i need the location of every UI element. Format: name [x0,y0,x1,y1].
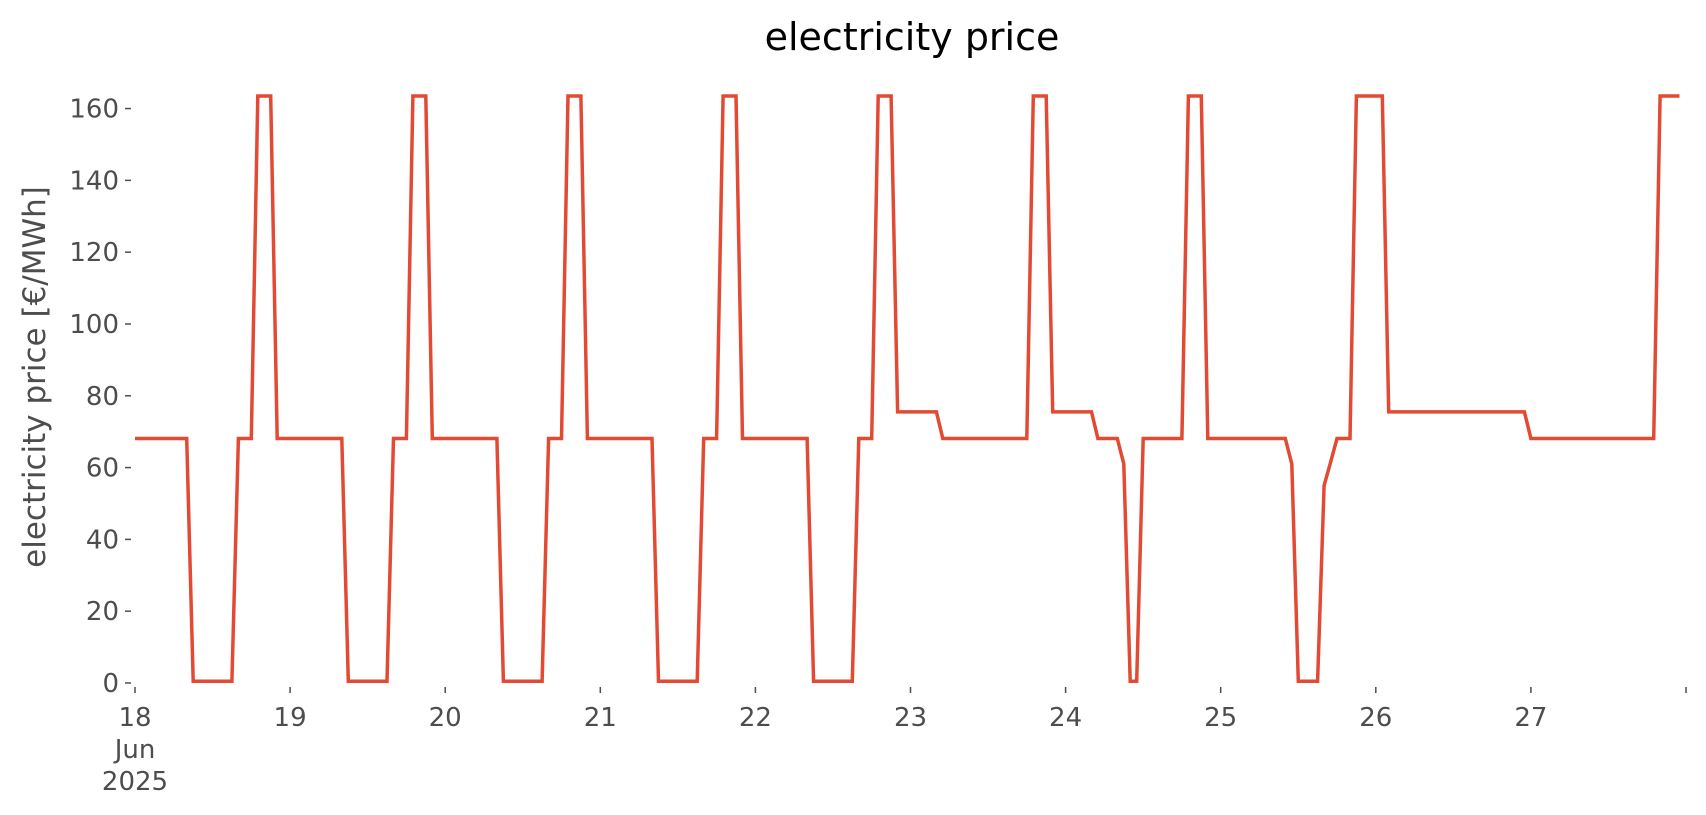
x-tick-label: 18 [118,703,151,733]
y-axis-label: electricity price [€/MWh] [17,186,53,568]
x-tick-label: 24 [1049,703,1082,733]
x-tick-label: Jun [113,735,156,765]
y-tick-label: 20 [86,597,119,627]
y-tick-label: 160 [69,95,119,125]
y-tick-label: 100 [69,310,119,340]
x-tick-label: 23 [894,703,927,733]
chart-title: electricity price [765,15,1060,59]
x-tick-label: 25 [1204,703,1237,733]
x-tick-label: 22 [739,703,772,733]
x-tick-label: 20 [429,703,462,733]
price-series-line [135,94,1680,683]
y-tick-label: 0 [102,669,119,699]
plot-area [135,94,1680,683]
x-tick-label: 19 [274,703,307,733]
y-tick-label: 140 [69,166,119,196]
x-tick-label: 27 [1514,703,1547,733]
y-tick-label: 40 [86,525,119,555]
y-tick-label: 60 [86,454,119,484]
x-tick-label: 2025 [102,767,168,797]
y-axis: 0 20 40 60 80 100 120 140 160 [69,95,131,699]
x-tick-label: 21 [584,703,617,733]
y-tick-label: 80 [86,382,119,412]
x-tick-label: 26 [1359,703,1392,733]
y-tick-label: 120 [69,238,119,268]
